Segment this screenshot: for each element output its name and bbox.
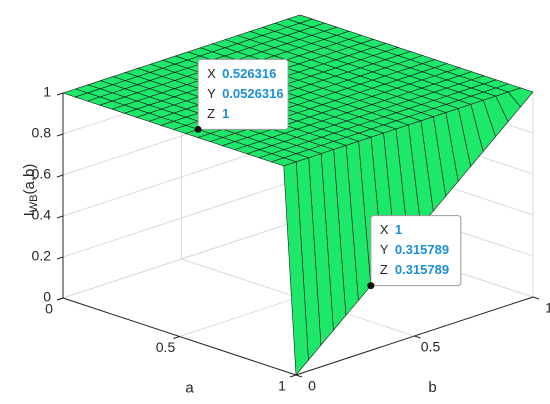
grid-line	[62, 178, 301, 258]
surface-patch	[283, 161, 309, 376]
x-tick	[173, 336, 180, 339]
datatip-key: Z	[207, 106, 215, 121]
datatip-box	[197, 58, 289, 130]
x-axis-title: a	[185, 379, 194, 396]
z-tick-label: 0	[43, 289, 51, 305]
y-axis-title: b	[428, 379, 436, 396]
datatip: X 1Y 0.315789 Z 0.315789	[367, 215, 462, 290]
y-tick-label: 1	[545, 300, 550, 316]
x-tick	[289, 374, 297, 378]
grid-line	[62, 219, 301, 299]
y-tick-label: 0	[308, 378, 316, 394]
datatip-value: 1	[222, 106, 229, 121]
z-tick	[56, 215, 64, 219]
z-tick	[56, 256, 64, 260]
datatip-key: Z	[380, 262, 388, 277]
datatip-value: 0.0526316	[222, 86, 283, 101]
x-tick-label: 0.5	[156, 339, 176, 355]
y-tick	[532, 296, 540, 300]
y-tick-label: 0.5	[421, 339, 441, 355]
datatip-key: X	[207, 66, 216, 81]
z-title-rest: (a,b)	[21, 164, 38, 195]
z-tick-label: 0.6	[32, 166, 52, 182]
datatip-key: Y	[207, 86, 216, 101]
z-axis-title: IWB(a,b)	[21, 164, 40, 217]
datatip-key: Y	[380, 242, 389, 257]
z-title-sub: WB	[28, 194, 40, 212]
y-tick	[414, 335, 421, 339]
z-tick	[56, 92, 64, 96]
z-tick	[56, 133, 64, 137]
datatip-value: 0.315789	[395, 262, 449, 277]
x-tick-label: 0	[45, 301, 53, 317]
datatip-point	[194, 125, 202, 133]
datatip-value: 0.315789	[395, 242, 449, 257]
z-tick-label: 0.8	[32, 125, 52, 141]
z-tick-label: 0.2	[32, 248, 52, 264]
datatip-value: 0.526316	[222, 66, 276, 81]
datatip: X 0.526316 Y 0.0526316 Z 1	[194, 58, 289, 133]
y-tick	[295, 374, 303, 378]
z-tick	[56, 297, 64, 301]
datatip-key: X	[380, 222, 389, 237]
x-tick-label: 1	[278, 378, 286, 394]
datatip-box	[370, 215, 462, 287]
datatip-point	[367, 282, 375, 290]
z-title-main: I	[21, 212, 38, 216]
z-tick	[56, 174, 64, 178]
datatip-value: 1	[395, 222, 402, 237]
z-tick-label: 1	[43, 84, 51, 100]
z-tick-label: 0.4	[32, 207, 52, 223]
